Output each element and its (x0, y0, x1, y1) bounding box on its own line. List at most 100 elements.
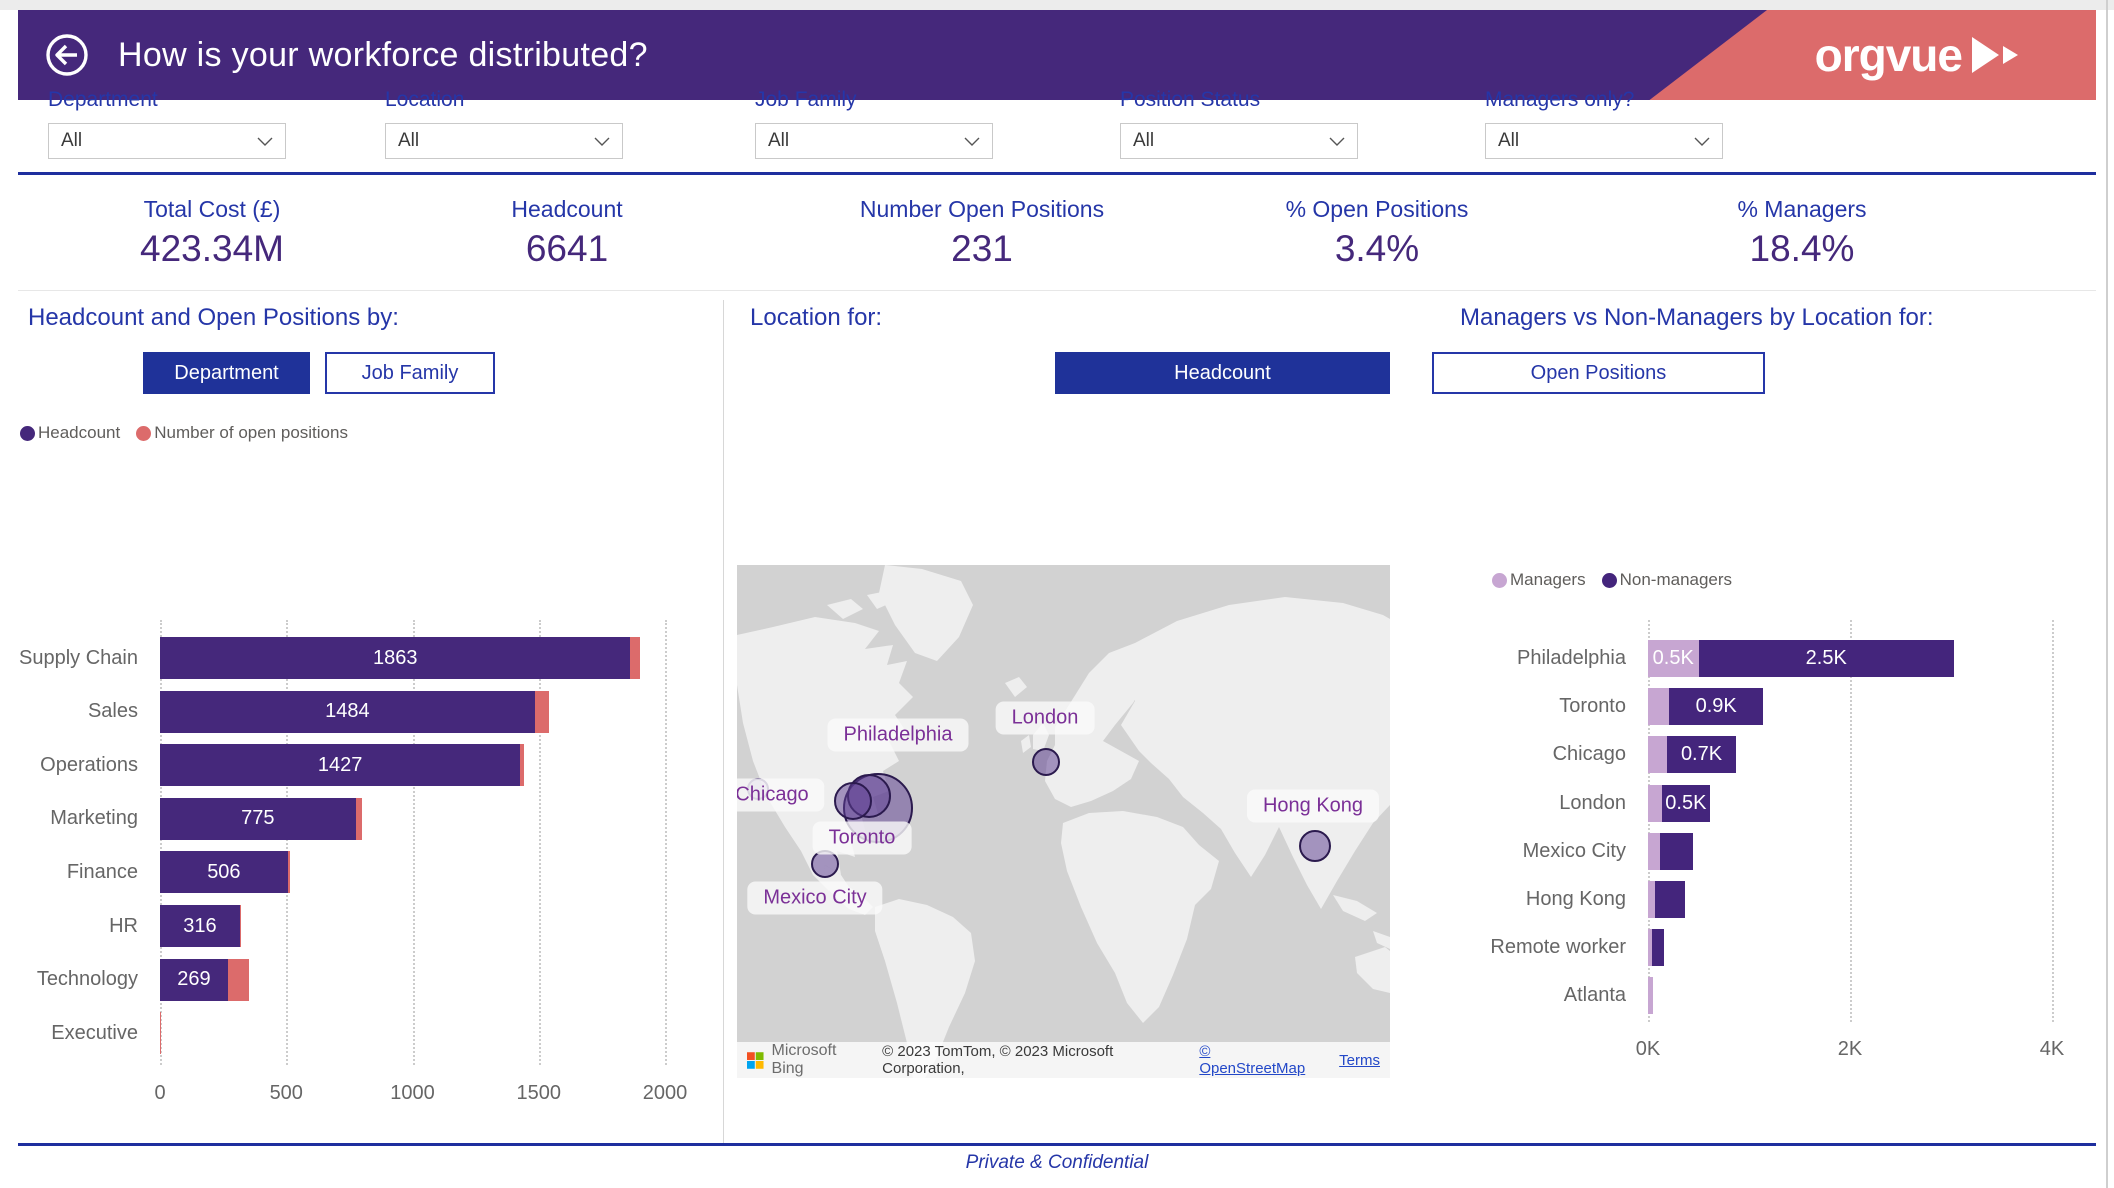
dropdown-value: All (1133, 130, 1155, 151)
divider-top (18, 172, 2096, 175)
category-label-chicago: Chicago (1552, 743, 1626, 766)
kpi-value: 423.34M (140, 228, 284, 269)
bar-executive-number-of-open-positions[interactable] (160, 1012, 161, 1055)
bar-remote-worker-managers[interactable] (1648, 929, 1653, 967)
headcount-bar-chart: 0 500 1000 1500 2000 Supply Chain 1863 Sales 148… (18, 620, 718, 1130)
legend-item-number-of-open-positions[interactable]: Number of open positions (136, 423, 348, 443)
bar-technology-headcount[interactable]: 269 (160, 958, 228, 1001)
bar-operations-headcount[interactable]: 1427 (160, 744, 521, 787)
bar-philadelphia-non-managers[interactable]: 2.5K (1698, 640, 1955, 677)
map-city-label-chicago: Chicago (737, 778, 825, 812)
kpi-label: Number Open Positions (859, 196, 1105, 222)
filter-label: Job Family (755, 88, 857, 111)
category-label-operations: Operations (40, 753, 138, 776)
map-bubble-chicago[interactable] (834, 782, 872, 820)
chevron-down-icon (257, 130, 273, 152)
chevron-down-icon (1694, 130, 1710, 152)
divider-kpi-bottom (18, 290, 2096, 291)
bar-hr-number-of-open-positions[interactable] (239, 905, 241, 947)
chevron-down-icon (1329, 130, 1345, 152)
map-bubble-london[interactable] (1032, 748, 1060, 776)
legend-dot (136, 425, 152, 441)
kpi-value: 3.4% (1334, 228, 1420, 269)
terms-link[interactable]: Terms (1339, 1051, 1380, 1069)
axis-tick-label: 1500 (516, 1082, 562, 1104)
toggle-department[interactable]: Department (143, 352, 310, 394)
microsoft-logo-icon (747, 1051, 764, 1069)
category-label-philadelphia: Philadelphia (1517, 647, 1626, 669)
axis-tick-label: 2K (1837, 1038, 1863, 1060)
bar-chicago-managers[interactable] (1648, 736, 1668, 774)
filter-dropdown-location[interactable]: All (385, 123, 623, 159)
toggle-job-family[interactable]: Job Family (325, 352, 495, 394)
category-label-marketing: Marketing (50, 807, 138, 830)
toggle-open-positions[interactable]: Open Positions (1432, 352, 1765, 394)
axis-tick-label: 500 (269, 1082, 303, 1104)
legend-label: Number of open positions (154, 423, 348, 442)
map-bubble-mexico-city[interactable] (811, 850, 839, 878)
right-toggle-group: Open Positions (1432, 352, 1765, 394)
bar-hong-kong-non-managers[interactable] (1655, 881, 1686, 918)
bar-london-non-managers[interactable]: 0.5K (1662, 784, 1710, 822)
legend-item-headcount[interactable]: Headcount (20, 423, 120, 443)
bar-chicago-non-managers[interactable]: 0.7K (1667, 736, 1736, 774)
location-map[interactable]: Philadelphia Toronto Chicago Mexico City Lon… (737, 565, 1390, 1078)
bar-mexico-city-non-managers[interactable] (1660, 832, 1694, 870)
kpi-total-cost: Total Cost (£) 423.34M (52, 196, 372, 270)
gridline (665, 620, 667, 1065)
bar-hong-kong-managers[interactable] (1648, 881, 1656, 918)
kpi-row: Total Cost (£) 423.34M Headcount 6641 Number… (0, 196, 2114, 288)
kpi-value: 6641 (525, 228, 609, 269)
toggle-headcount[interactable]: Headcount (1055, 352, 1390, 394)
bar-marketing-number-of-open-positions[interactable] (355, 797, 362, 840)
bar-toronto-managers[interactable] (1648, 688, 1670, 726)
bar-marketing-headcount[interactable]: 775 (160, 797, 356, 840)
legend-item-managers[interactable]: Managers (1492, 570, 1586, 590)
bar-supply-chain-headcount[interactable]: 1863 (160, 637, 631, 679)
bar-sales-number-of-open-positions[interactable] (534, 690, 549, 733)
filter-label: Managers only? (1485, 88, 1635, 111)
kpi-headcount: Headcount 6641 (407, 196, 727, 270)
bar-philadelphia-managers[interactable]: 0.5K (1648, 640, 1699, 677)
legend-dot (20, 425, 35, 441)
filter-bar: Department All Location All Job Family All Pos… (18, 88, 2096, 172)
bar-toronto-non-managers[interactable]: 0.9K (1669, 688, 1764, 726)
back-button[interactable] (44, 32, 90, 78)
bar-london-managers[interactable] (1648, 784, 1663, 822)
bar-atlanta-managers[interactable] (1648, 977, 1653, 1015)
filter-position-status: Position Status All (1120, 88, 1358, 159)
dropdown-value: All (398, 130, 420, 151)
orgvue-logo-icon (1972, 37, 2018, 73)
bar-operations-number-of-open-positions[interactable] (520, 744, 525, 787)
openstreetmap-link[interactable]: © OpenStreetMap (1199, 1043, 1306, 1077)
bar-supply-chain-number-of-open-positions[interactable] (630, 637, 640, 679)
bing-attribution-link[interactable]: Microsoft Bing (771, 1042, 837, 1077)
map-city-label-philadelphia: Philadelphia (827, 718, 969, 752)
filter-label: Location (385, 88, 465, 111)
top-strip (0, 0, 2114, 10)
map-bubble-hong-kong[interactable] (1299, 830, 1331, 862)
gridline (286, 620, 289, 1065)
bar-finance-number-of-open-positions[interactable] (287, 851, 290, 894)
legend-label: Headcount (38, 423, 121, 442)
orgvue-logo: orgvue (1815, 28, 2018, 82)
map-toggle-group: Headcount (1055, 352, 1390, 394)
filter-dropdown-department[interactable]: All (48, 123, 286, 159)
legend-item-non-managers[interactable]: Non-managers (1601, 570, 1732, 590)
filter-dropdown-position-status[interactable]: All (1120, 123, 1358, 159)
bar-sales-headcount[interactable]: 1484 (160, 690, 535, 733)
bar-hr-headcount[interactable]: 316 (160, 905, 240, 947)
right-chart-title: Managers vs Non-Managers by Location for… (1460, 304, 1934, 331)
bar-remote-worker-non-managers[interactable] (1652, 929, 1665, 967)
right-chart-legend: Managers Non-managers (1492, 570, 1732, 590)
brand-banner: orgvue (1649, 10, 2096, 100)
bar-technology-number-of-open-positions[interactable] (227, 958, 250, 1001)
axis-tick-label: 4K (2039, 1038, 2065, 1060)
kpi-number-open-positions: Number Open Positions 231 (822, 196, 1142, 270)
filter-dropdown-managers-only[interactable]: All (1485, 123, 1723, 159)
filter-dropdown-job-family[interactable]: All (755, 123, 993, 159)
bar-mexico-city-managers[interactable] (1648, 832, 1661, 870)
header-banner: How is your workforce distributed? orgvu… (18, 10, 2096, 100)
bar-finance-headcount[interactable]: 506 (160, 851, 288, 894)
orgvue-logo-text: orgvue (1814, 29, 1963, 81)
